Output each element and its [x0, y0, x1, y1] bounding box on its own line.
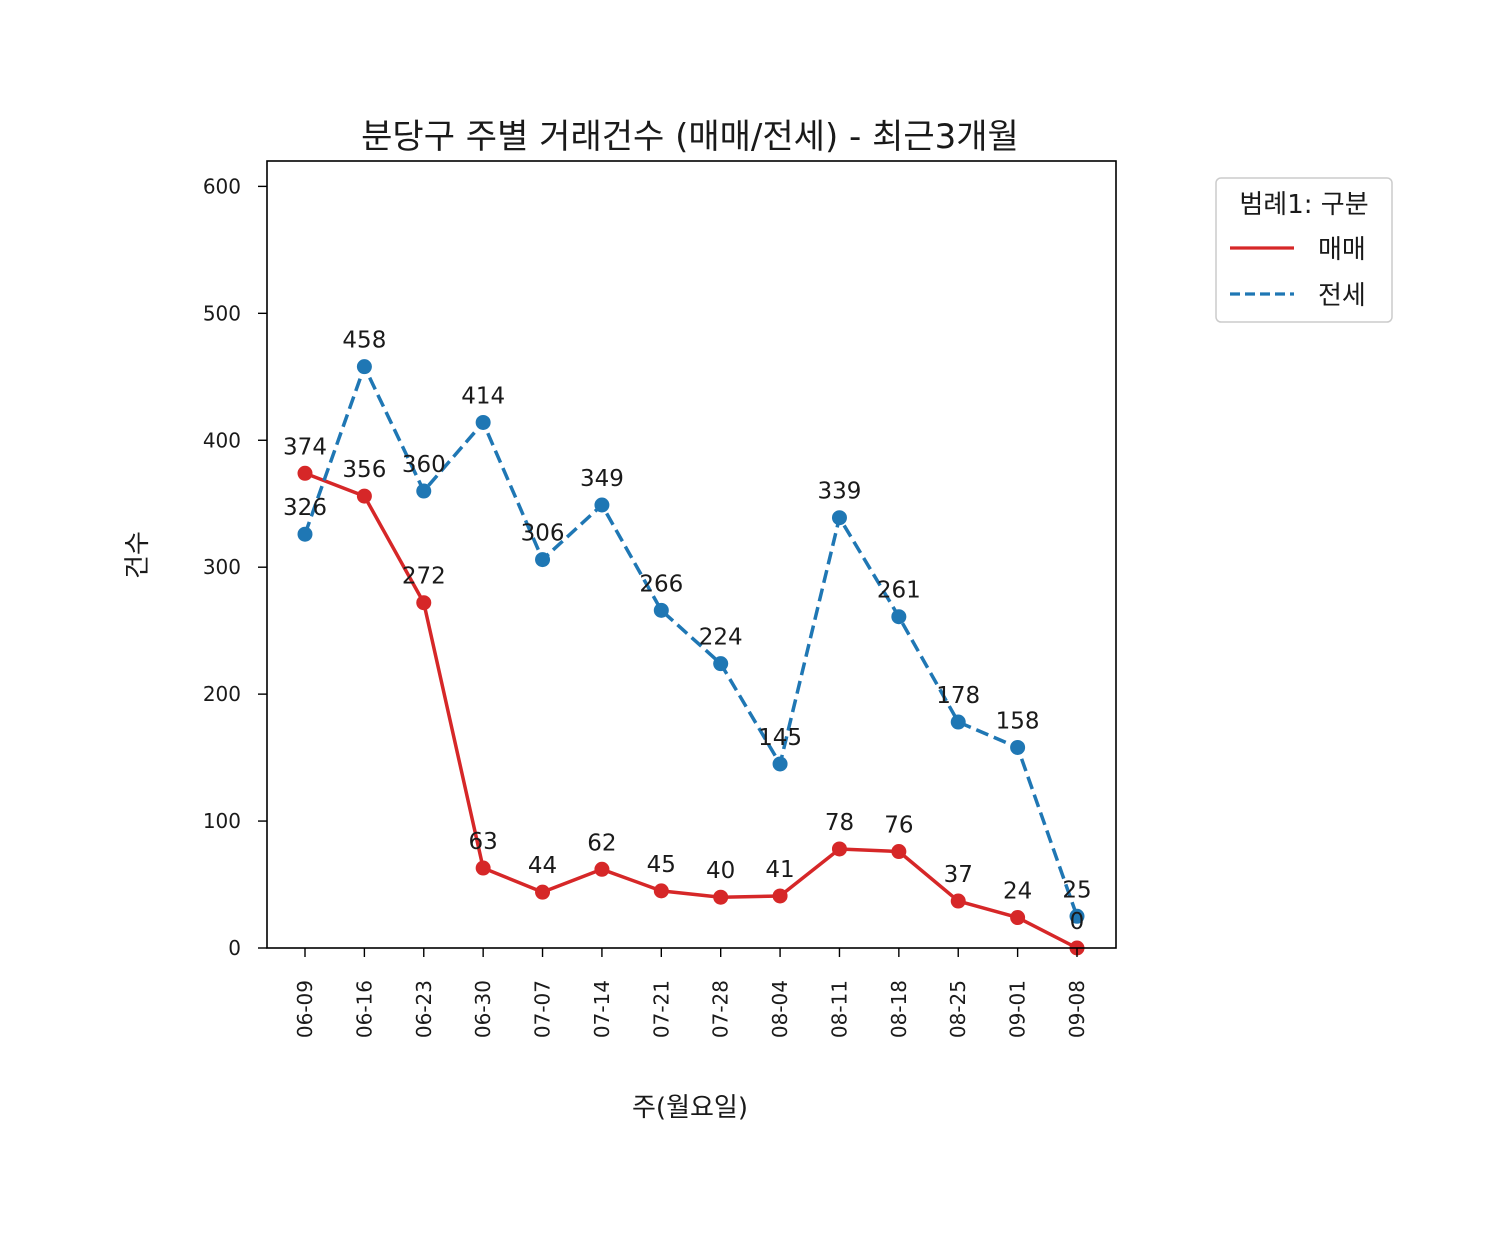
series-line — [304, 471, 1078, 950]
data-point — [1010, 739, 1026, 755]
data-label: 266 — [639, 571, 683, 597]
data-label: 158 — [996, 708, 1040, 734]
data-point — [950, 893, 966, 909]
plot-area: 374 356 272 63 44 62 45 40 41 78 76 37 24 0 326 458 360 4… — [283, 328, 1092, 956]
data-label: 45 — [647, 852, 676, 878]
x-tick-label: 06-09 — [293, 980, 317, 1038]
data-label: 360 — [402, 452, 446, 478]
data-label: 78 — [825, 810, 854, 836]
legend-label: 매매 — [1318, 235, 1366, 265]
data-label: 306 — [521, 521, 565, 547]
data-label: 261 — [877, 578, 921, 604]
data-label: 458 — [342, 328, 386, 354]
series-line — [303, 364, 1079, 917]
series-1 — [297, 359, 1085, 924]
data-point — [1010, 910, 1026, 926]
x-tick-label: 08-18 — [887, 980, 911, 1038]
data-point — [416, 595, 432, 611]
data-label: 40 — [706, 858, 735, 884]
x-tick-label: 08-11 — [827, 980, 851, 1038]
data-labels-0: 374 356 272 63 44 62 45 40 41 78 76 37 24 0 — [283, 434, 1084, 935]
legend-title: 범례1: 구분 — [1239, 190, 1368, 220]
data-label: 356 — [342, 457, 386, 483]
data-label: 37 — [944, 862, 973, 888]
x-axis: 06-09 06-16 06-23 06-30 07-07 07-14 07-21 07-28… — [293, 948, 1089, 1038]
data-point — [831, 510, 847, 526]
y-tick-label: 600 — [203, 174, 241, 198]
x-tick-label: 07-07 — [531, 980, 555, 1038]
data-point — [891, 609, 907, 625]
data-labels-1: 326 458 360 414 306 349 266 224 145 339 261 178 158 2… — [283, 328, 1092, 904]
data-point — [950, 714, 966, 730]
data-point — [653, 883, 669, 899]
data-label: 326 — [283, 495, 327, 521]
y-axis: 0 100 200 300 400 500 600 — [203, 174, 267, 960]
data-point — [594, 861, 610, 877]
data-point — [1069, 908, 1085, 924]
data-point — [772, 756, 788, 772]
y-tick-label: 100 — [203, 809, 241, 833]
data-point — [535, 552, 551, 568]
legend-label: 전세 — [1318, 281, 1366, 311]
data-label: 178 — [936, 683, 980, 709]
data-label: 339 — [818, 479, 862, 505]
plot-frame — [266, 160, 1117, 949]
data-point — [535, 884, 551, 900]
x-tick-label: 06-23 — [412, 980, 436, 1038]
data-point — [297, 465, 313, 481]
chart-title: 분당구 주별 거래건수 (매매/전세) - 최근3개월 — [361, 117, 1019, 157]
data-point — [713, 889, 729, 905]
x-tick-label: 07-21 — [649, 980, 673, 1038]
data-point — [475, 414, 491, 430]
data-label: 414 — [461, 383, 505, 409]
x-tick-label: 07-14 — [590, 980, 614, 1038]
data-label: 349 — [580, 466, 624, 492]
x-tick-label: 09-01 — [1006, 980, 1030, 1038]
x-tick-label: 07-28 — [709, 980, 733, 1038]
data-label: 44 — [528, 853, 557, 879]
data-point — [475, 860, 491, 876]
data-label: 224 — [699, 625, 743, 651]
data-point — [356, 488, 372, 504]
y-tick-label: 0 — [228, 936, 241, 960]
data-point — [772, 888, 788, 904]
x-tick-label: 08-25 — [946, 980, 970, 1038]
x-tick-label: 06-16 — [352, 980, 376, 1038]
y-tick-label: 200 — [203, 682, 241, 706]
y-axis-label: 건수 — [123, 531, 153, 579]
data-point — [891, 844, 907, 860]
data-point — [356, 359, 372, 375]
data-label: 24 — [1003, 879, 1032, 905]
data-point — [831, 841, 847, 857]
data-point — [416, 483, 432, 499]
data-point — [713, 656, 729, 672]
data-label: 145 — [758, 725, 802, 751]
data-label: 25 — [1062, 877, 1091, 903]
y-tick-label: 400 — [203, 428, 241, 452]
data-point — [653, 602, 669, 618]
data-label: 63 — [469, 829, 498, 855]
x-tick-label: 08-04 — [768, 980, 792, 1038]
x-tick-label: 06-30 — [471, 980, 495, 1038]
data-point — [594, 497, 610, 513]
y-tick-label: 500 — [203, 301, 241, 325]
data-label: 41 — [765, 857, 794, 883]
data-label: 76 — [884, 813, 913, 839]
data-label: 272 — [402, 564, 446, 590]
y-tick-label: 300 — [203, 555, 241, 579]
x-axis-label: 주(월요일) — [632, 1093, 748, 1123]
x-tick-label: 09-08 — [1065, 980, 1089, 1038]
data-point — [297, 526, 313, 542]
data-label: 62 — [587, 830, 616, 856]
data-label: 374 — [283, 434, 327, 460]
data-label: 0 — [1070, 909, 1085, 935]
legend-box — [1215, 177, 1393, 323]
